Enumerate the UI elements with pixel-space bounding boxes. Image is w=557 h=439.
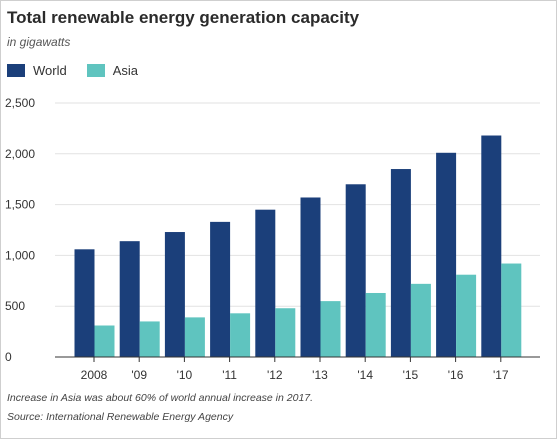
legend-item-asia: Asia [86, 63, 139, 78]
bar-world-5 [300, 197, 321, 357]
x-tick-label: '16 [448, 368, 464, 382]
bar-world-1 [119, 241, 140, 357]
bar-asia-6 [365, 292, 386, 357]
chart-title: Total renewable energy generation capaci… [7, 8, 360, 27]
y-tick-label: 500 [5, 299, 25, 313]
y-tick-label: 2,500 [5, 96, 35, 110]
bar-asia-1 [139, 321, 160, 357]
bar-asia-4 [275, 308, 296, 357]
x-tick-label: '17 [493, 368, 509, 382]
bar-asia-8 [456, 274, 477, 357]
bar-asia-7 [410, 283, 431, 357]
x-tick-label: '14 [357, 368, 373, 382]
legend-swatch-asia [86, 64, 105, 77]
chart-subtitle: in gigawatts [7, 35, 71, 49]
x-tick-label: '11 [222, 368, 237, 382]
bar-world-0 [74, 249, 95, 357]
bar-world-6 [345, 184, 366, 357]
x-tick-label: '10 [177, 368, 193, 382]
x-tick-label: 2008 [81, 368, 108, 382]
bar-asia-3 [230, 313, 251, 357]
x-tick-label: '09 [131, 368, 147, 382]
y-tick-label: 1,000 [5, 248, 35, 262]
legend: World Asia [7, 63, 158, 78]
bar-asia-5 [320, 301, 341, 357]
y-tick-label: 1,500 [5, 198, 35, 212]
y-tick-label: 0 [5, 350, 12, 364]
legend-item-world: World [7, 63, 67, 78]
x-tick-label: '12 [267, 368, 283, 382]
bar-world-4 [255, 209, 276, 357]
x-tick-label: '15 [403, 368, 419, 382]
bar-asia-9 [501, 263, 522, 357]
bar-world-3 [210, 221, 231, 357]
legend-swatch-world [7, 64, 25, 77]
bar-world-7 [390, 169, 411, 357]
bar-world-9 [481, 135, 502, 357]
legend-label-world: World [33, 63, 67, 78]
y-tick-label: 2,000 [5, 147, 35, 161]
bar-world-8 [436, 152, 457, 357]
bar-asia-2 [184, 317, 205, 357]
source-note: Source: International Renewable Energy A… [7, 411, 234, 423]
bar-asia-0 [94, 325, 115, 357]
footnote: Increase in Asia was about 60% of world … [7, 392, 314, 404]
legend-label-asia: Asia [112, 63, 139, 78]
bar-world-2 [164, 232, 185, 357]
x-tick-label: '13 [312, 368, 328, 382]
